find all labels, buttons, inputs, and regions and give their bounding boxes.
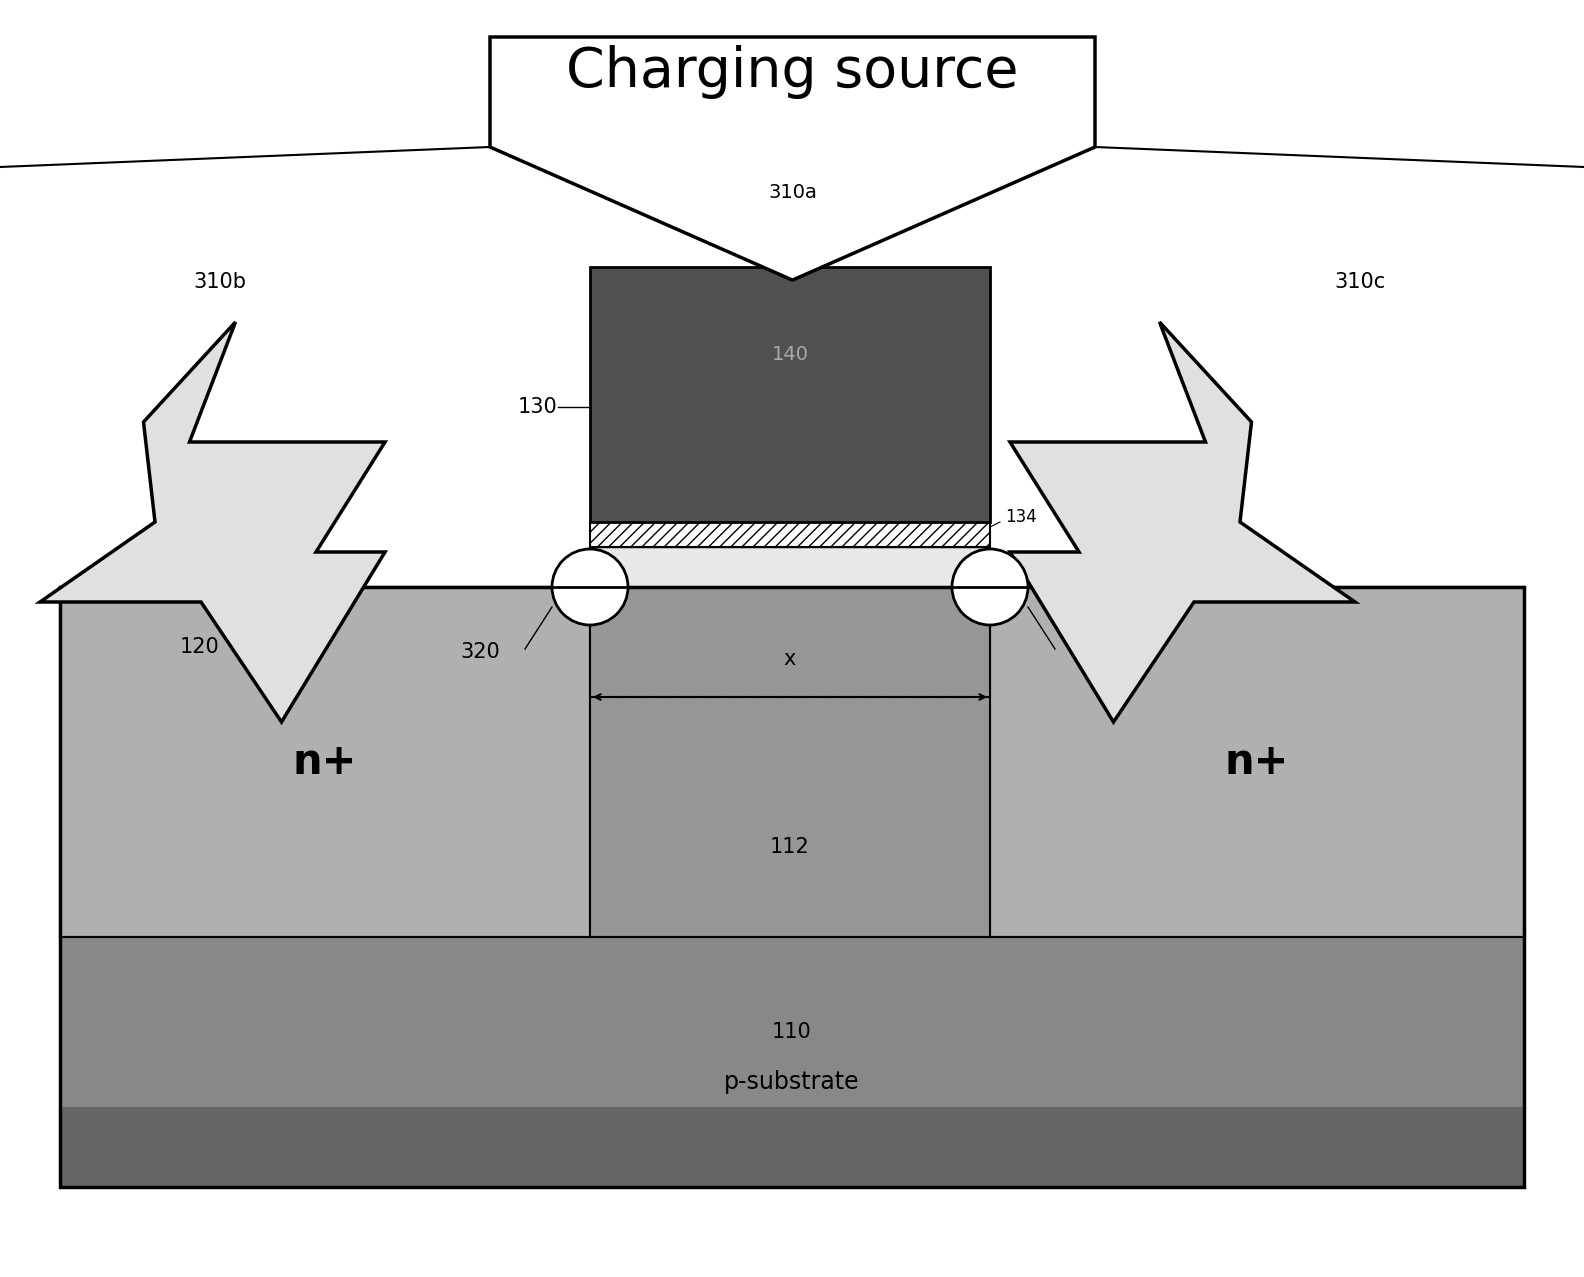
- Bar: [60, 587, 589, 937]
- Text: 120: 120: [181, 637, 220, 656]
- Text: 140: 140: [771, 345, 808, 364]
- Bar: [570, 580, 610, 598]
- Text: p-substrate: p-substrate: [724, 1070, 860, 1094]
- Bar: [969, 580, 1011, 598]
- Circle shape: [952, 549, 1028, 624]
- Bar: [60, 1107, 1524, 1188]
- Text: 132: 132: [1004, 550, 1038, 568]
- Bar: [589, 547, 990, 587]
- Polygon shape: [489, 37, 1095, 280]
- Text: x: x: [784, 649, 797, 669]
- Text: n+: n+: [293, 741, 356, 783]
- Polygon shape: [1011, 322, 1354, 722]
- Polygon shape: [40, 322, 385, 722]
- Text: Charging source: Charging source: [565, 45, 1019, 100]
- Text: 134: 134: [1004, 508, 1038, 526]
- Text: 112: 112: [770, 836, 809, 857]
- Circle shape: [551, 549, 627, 624]
- Bar: [990, 587, 1524, 937]
- Text: 322: 322: [1080, 642, 1120, 661]
- Bar: [60, 937, 1524, 1188]
- Text: 122: 122: [1110, 637, 1150, 656]
- Bar: [589, 267, 990, 522]
- Text: 310a: 310a: [768, 183, 817, 202]
- Text: 310c: 310c: [1334, 272, 1386, 292]
- Text: 320: 320: [459, 642, 501, 661]
- Text: 130: 130: [518, 397, 558, 418]
- Text: 110: 110: [771, 1022, 813, 1042]
- Bar: [589, 587, 990, 937]
- Text: 310b: 310b: [193, 272, 247, 292]
- Text: 310a: 310a: [767, 197, 819, 217]
- Bar: [589, 522, 990, 547]
- Text: n+: n+: [1224, 741, 1289, 783]
- Bar: [60, 587, 1524, 1188]
